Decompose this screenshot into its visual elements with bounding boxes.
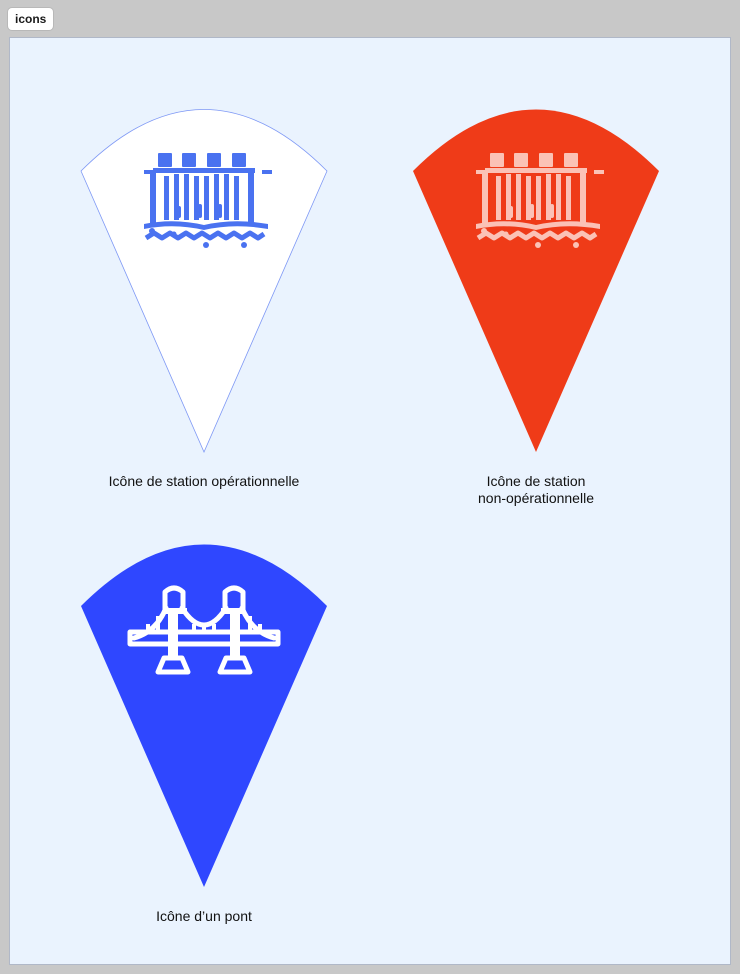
pin-shape (80, 109, 328, 453)
frame-label-tab[interactable]: icons (8, 8, 54, 30)
bridge-pin[interactable] (79, 544, 329, 890)
station-operational-pin[interactable] (79, 109, 329, 455)
station-non-operational-pin[interactable] (411, 109, 661, 455)
station-non-operational-caption: Icône de station non-opérationnelle (478, 473, 594, 506)
bridge-caption: Icône d’un pont (156, 908, 252, 924)
dam-icon (476, 153, 604, 248)
pin-shape (81, 544, 327, 887)
bridge-icon (127, 585, 281, 675)
pin-shape (413, 109, 659, 452)
station-operational-caption: Icône de station opérationnelle (108, 473, 300, 489)
dam-icon (144, 153, 272, 248)
icons-frame: Icône de station opérationnelle Icône de… (10, 38, 730, 964)
